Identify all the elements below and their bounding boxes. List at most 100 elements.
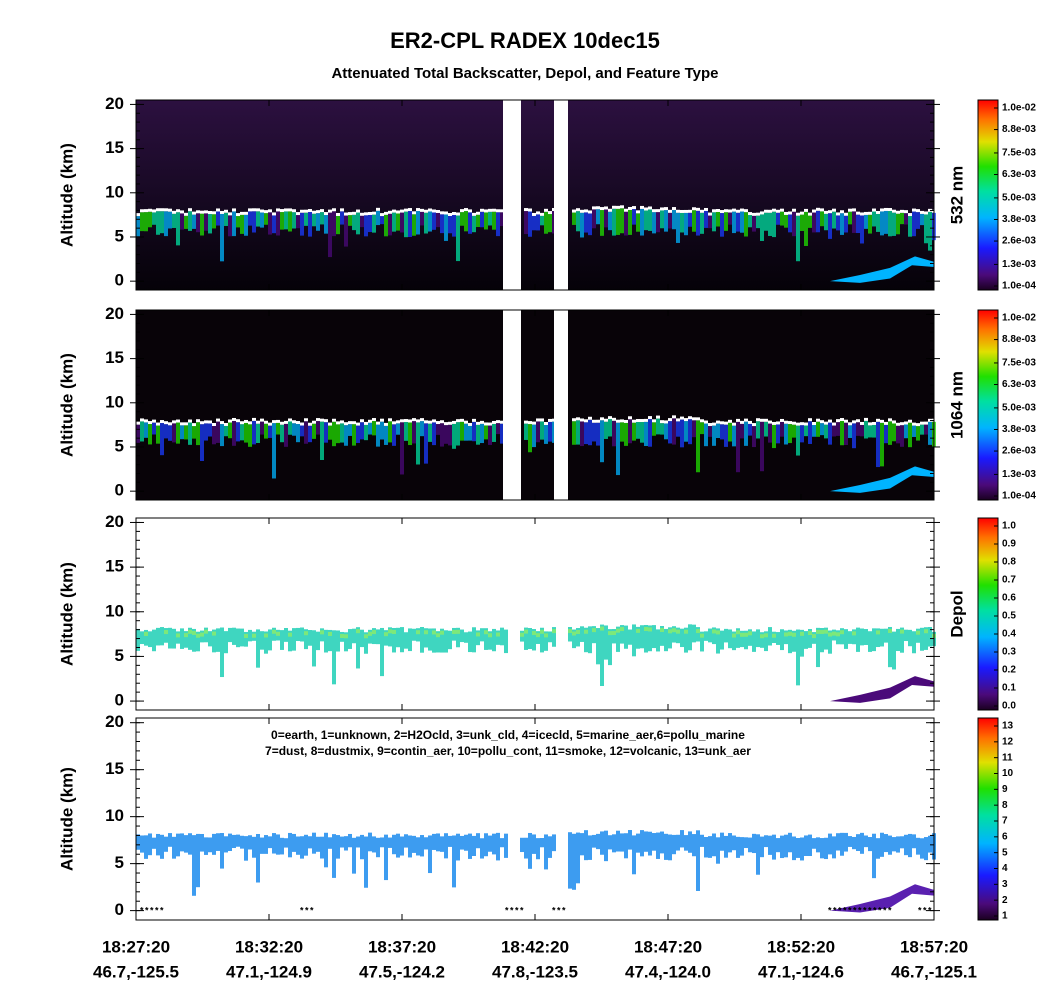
cloud — [448, 835, 452, 847]
cloud — [744, 837, 748, 849]
cloud — [840, 213, 844, 235]
cloud-top — [468, 422, 472, 426]
cloud — [804, 631, 808, 649]
cloud — [176, 633, 180, 638]
cloud — [160, 834, 164, 859]
cloud-top — [428, 420, 432, 424]
cloud-top — [860, 421, 864, 425]
y-tick-label: 20 — [105, 304, 124, 323]
x-tick-label: 47.1,-124.6 — [758, 962, 844, 981]
cloud-top — [304, 209, 308, 213]
cloud — [240, 628, 244, 647]
cloud-top — [260, 209, 264, 213]
cloud — [320, 628, 324, 642]
cloud — [136, 216, 140, 237]
colorbar-tick-label: 7.5e-03 — [1002, 148, 1036, 159]
cloud — [412, 421, 416, 444]
cloud — [188, 211, 192, 231]
cloud — [524, 837, 528, 859]
cloud-top — [836, 212, 840, 216]
cloud — [496, 212, 500, 237]
cloud — [740, 423, 744, 439]
cloud — [484, 628, 488, 650]
cloud — [372, 421, 376, 436]
cloud — [296, 627, 300, 642]
cloud-top — [292, 420, 296, 424]
cloud — [740, 632, 744, 637]
colorbar — [977, 717, 999, 921]
cloud-top — [796, 422, 800, 426]
cloud-top — [524, 420, 528, 424]
cloud — [580, 212, 584, 238]
cloud-top — [696, 417, 700, 421]
colorbar-tick-label: 1.3e-03 — [1002, 469, 1036, 480]
cloud-top — [776, 421, 780, 425]
cloud — [816, 210, 820, 233]
cloud-top — [240, 421, 244, 425]
cloud-top — [536, 418, 540, 422]
cloud-top — [288, 418, 292, 422]
cloud-top — [600, 417, 604, 421]
cloud — [148, 424, 152, 445]
cloud — [668, 421, 672, 444]
cloud — [168, 211, 172, 229]
colorbar-label: 532 nm — [947, 166, 966, 225]
cloud-top — [232, 208, 236, 212]
cloud — [360, 422, 364, 440]
cloud — [760, 632, 764, 648]
cloud-top — [704, 420, 708, 424]
cloud — [920, 213, 924, 226]
y-axis-label: Altitude (km) — [57, 353, 76, 457]
surface-marker: * — [552, 905, 556, 915]
cloud-top — [920, 421, 924, 425]
colorbar-tick-label: 0.9 — [1002, 539, 1016, 550]
cloud — [296, 836, 300, 855]
cloud — [540, 627, 544, 653]
cloud — [900, 627, 904, 653]
cloud — [272, 215, 276, 234]
cloud — [584, 830, 588, 861]
cloud — [856, 422, 860, 436]
cloud — [484, 425, 488, 440]
surface-marker: * — [888, 905, 892, 915]
cloud — [880, 628, 884, 647]
cloud-top — [180, 422, 184, 426]
cloud-top — [780, 208, 784, 212]
cloud — [652, 212, 656, 234]
cloud — [660, 210, 664, 229]
cloud-top — [384, 422, 388, 426]
cloud-top — [488, 422, 492, 426]
cloud — [328, 629, 332, 652]
cloud — [872, 424, 876, 438]
cloud — [300, 627, 304, 642]
cloud-top — [664, 420, 668, 424]
cloud — [720, 213, 724, 237]
cloud — [876, 628, 880, 648]
cloud — [456, 627, 460, 648]
cloud — [852, 629, 856, 645]
cloud-top — [156, 208, 160, 212]
cloud — [352, 214, 356, 231]
y-tick-label: 5 — [115, 226, 124, 245]
cloud-top — [692, 417, 696, 421]
cloud — [712, 833, 716, 857]
cloud — [836, 422, 840, 436]
cloud-top — [252, 208, 256, 212]
cloud — [188, 422, 192, 445]
cloud-top — [288, 208, 292, 212]
cloud — [316, 836, 320, 852]
cloud — [540, 629, 544, 634]
cloud — [908, 629, 912, 647]
cloud — [744, 630, 748, 650]
cloud — [648, 419, 652, 447]
cloud — [304, 629, 308, 650]
cloud-top — [372, 418, 376, 422]
cloud-top — [532, 421, 536, 425]
cloud — [428, 835, 432, 874]
cloud — [636, 833, 640, 853]
cloud-top — [368, 419, 372, 423]
cloud — [164, 628, 168, 643]
cloud-top — [732, 208, 736, 212]
cloud — [684, 627, 688, 653]
colorbar-label: Depol — [947, 590, 966, 637]
